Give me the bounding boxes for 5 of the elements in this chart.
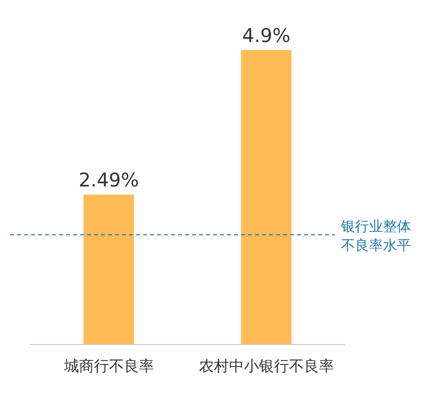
ref-line-label: 银行业整体不良率水平 bbox=[340, 218, 411, 254]
data-label: 4.9% bbox=[242, 25, 290, 47]
x-tick-label: 城商行不良率 bbox=[62, 357, 154, 375]
data-label: 2.49% bbox=[78, 170, 139, 192]
x-tick-label: 农村中小银行不良率 bbox=[198, 357, 334, 375]
